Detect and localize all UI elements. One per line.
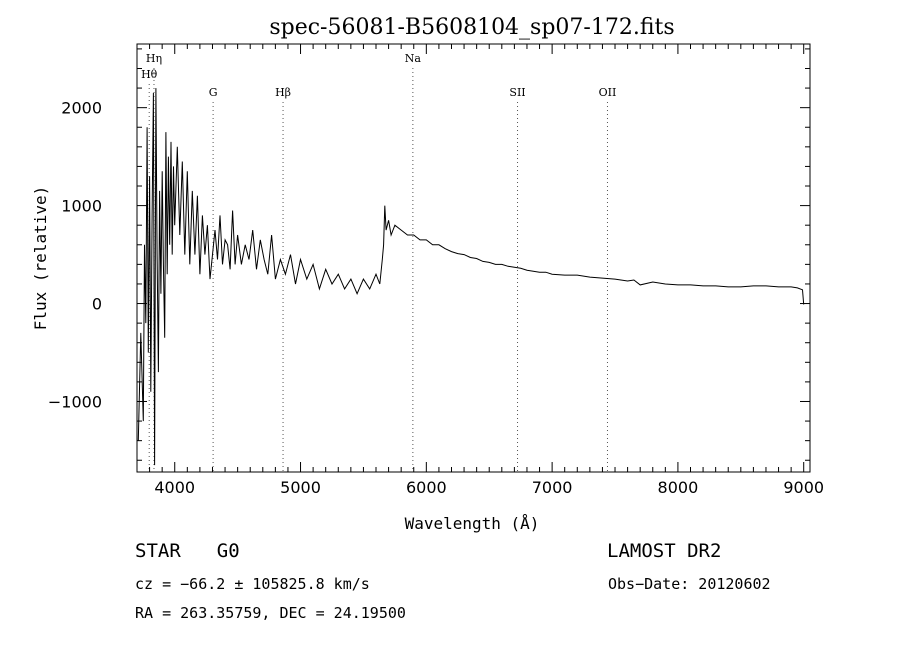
spectral-line-markers: Hη Hθ G Hβ Na SII OII [141, 52, 616, 472]
survey-name: LAMOST DR2 [607, 540, 722, 562]
y-tick-label: 1000 [61, 197, 102, 216]
redshift-text: cz = −66.2 ± 105825.8 km/s [135, 575, 370, 593]
subclass: G0 [216, 540, 240, 562]
obs-date: Obs−Date: 20120602 [608, 575, 771, 593]
x-tick-label: 5000 [280, 478, 321, 497]
x-tick-label: 9000 [783, 478, 824, 497]
y-axis-label: Flux (relative) [31, 186, 50, 331]
x-tick-label: 6000 [406, 478, 447, 497]
axis-ticks [137, 44, 810, 472]
line-marker-label: Hη [146, 52, 162, 65]
classification: STAR G0 [135, 540, 240, 562]
x-tick-label: 8000 [658, 478, 699, 497]
x-tick-label: 7000 [532, 478, 573, 497]
tick-labels: 4000 5000 6000 7000 8000 9000 −1000 0 1000 2000 [48, 99, 824, 497]
y-tick-label: 2000 [61, 99, 102, 118]
object-type: STAR [135, 540, 181, 562]
line-marker-label: OII [599, 86, 617, 99]
x-axis-label: Wavelength (Å) [405, 514, 540, 533]
flux-series-line [137, 88, 805, 466]
line-marker-label: Na [405, 52, 422, 65]
chart-title: spec-56081-B5608104_sp07-172.fits [269, 15, 674, 40]
coordinates: RA = 263.35759, DEC = 24.19500 [135, 604, 406, 622]
line-marker-label: Hβ [275, 86, 291, 99]
line-marker-label: SII [509, 86, 525, 99]
line-marker-label: G [209, 86, 218, 99]
y-tick-label: −1000 [48, 392, 102, 411]
line-marker-label: Hθ [141, 68, 158, 81]
x-tick-label: 4000 [154, 478, 195, 497]
plot-frame [136, 43, 811, 473]
y-tick-label: 0 [92, 295, 102, 314]
